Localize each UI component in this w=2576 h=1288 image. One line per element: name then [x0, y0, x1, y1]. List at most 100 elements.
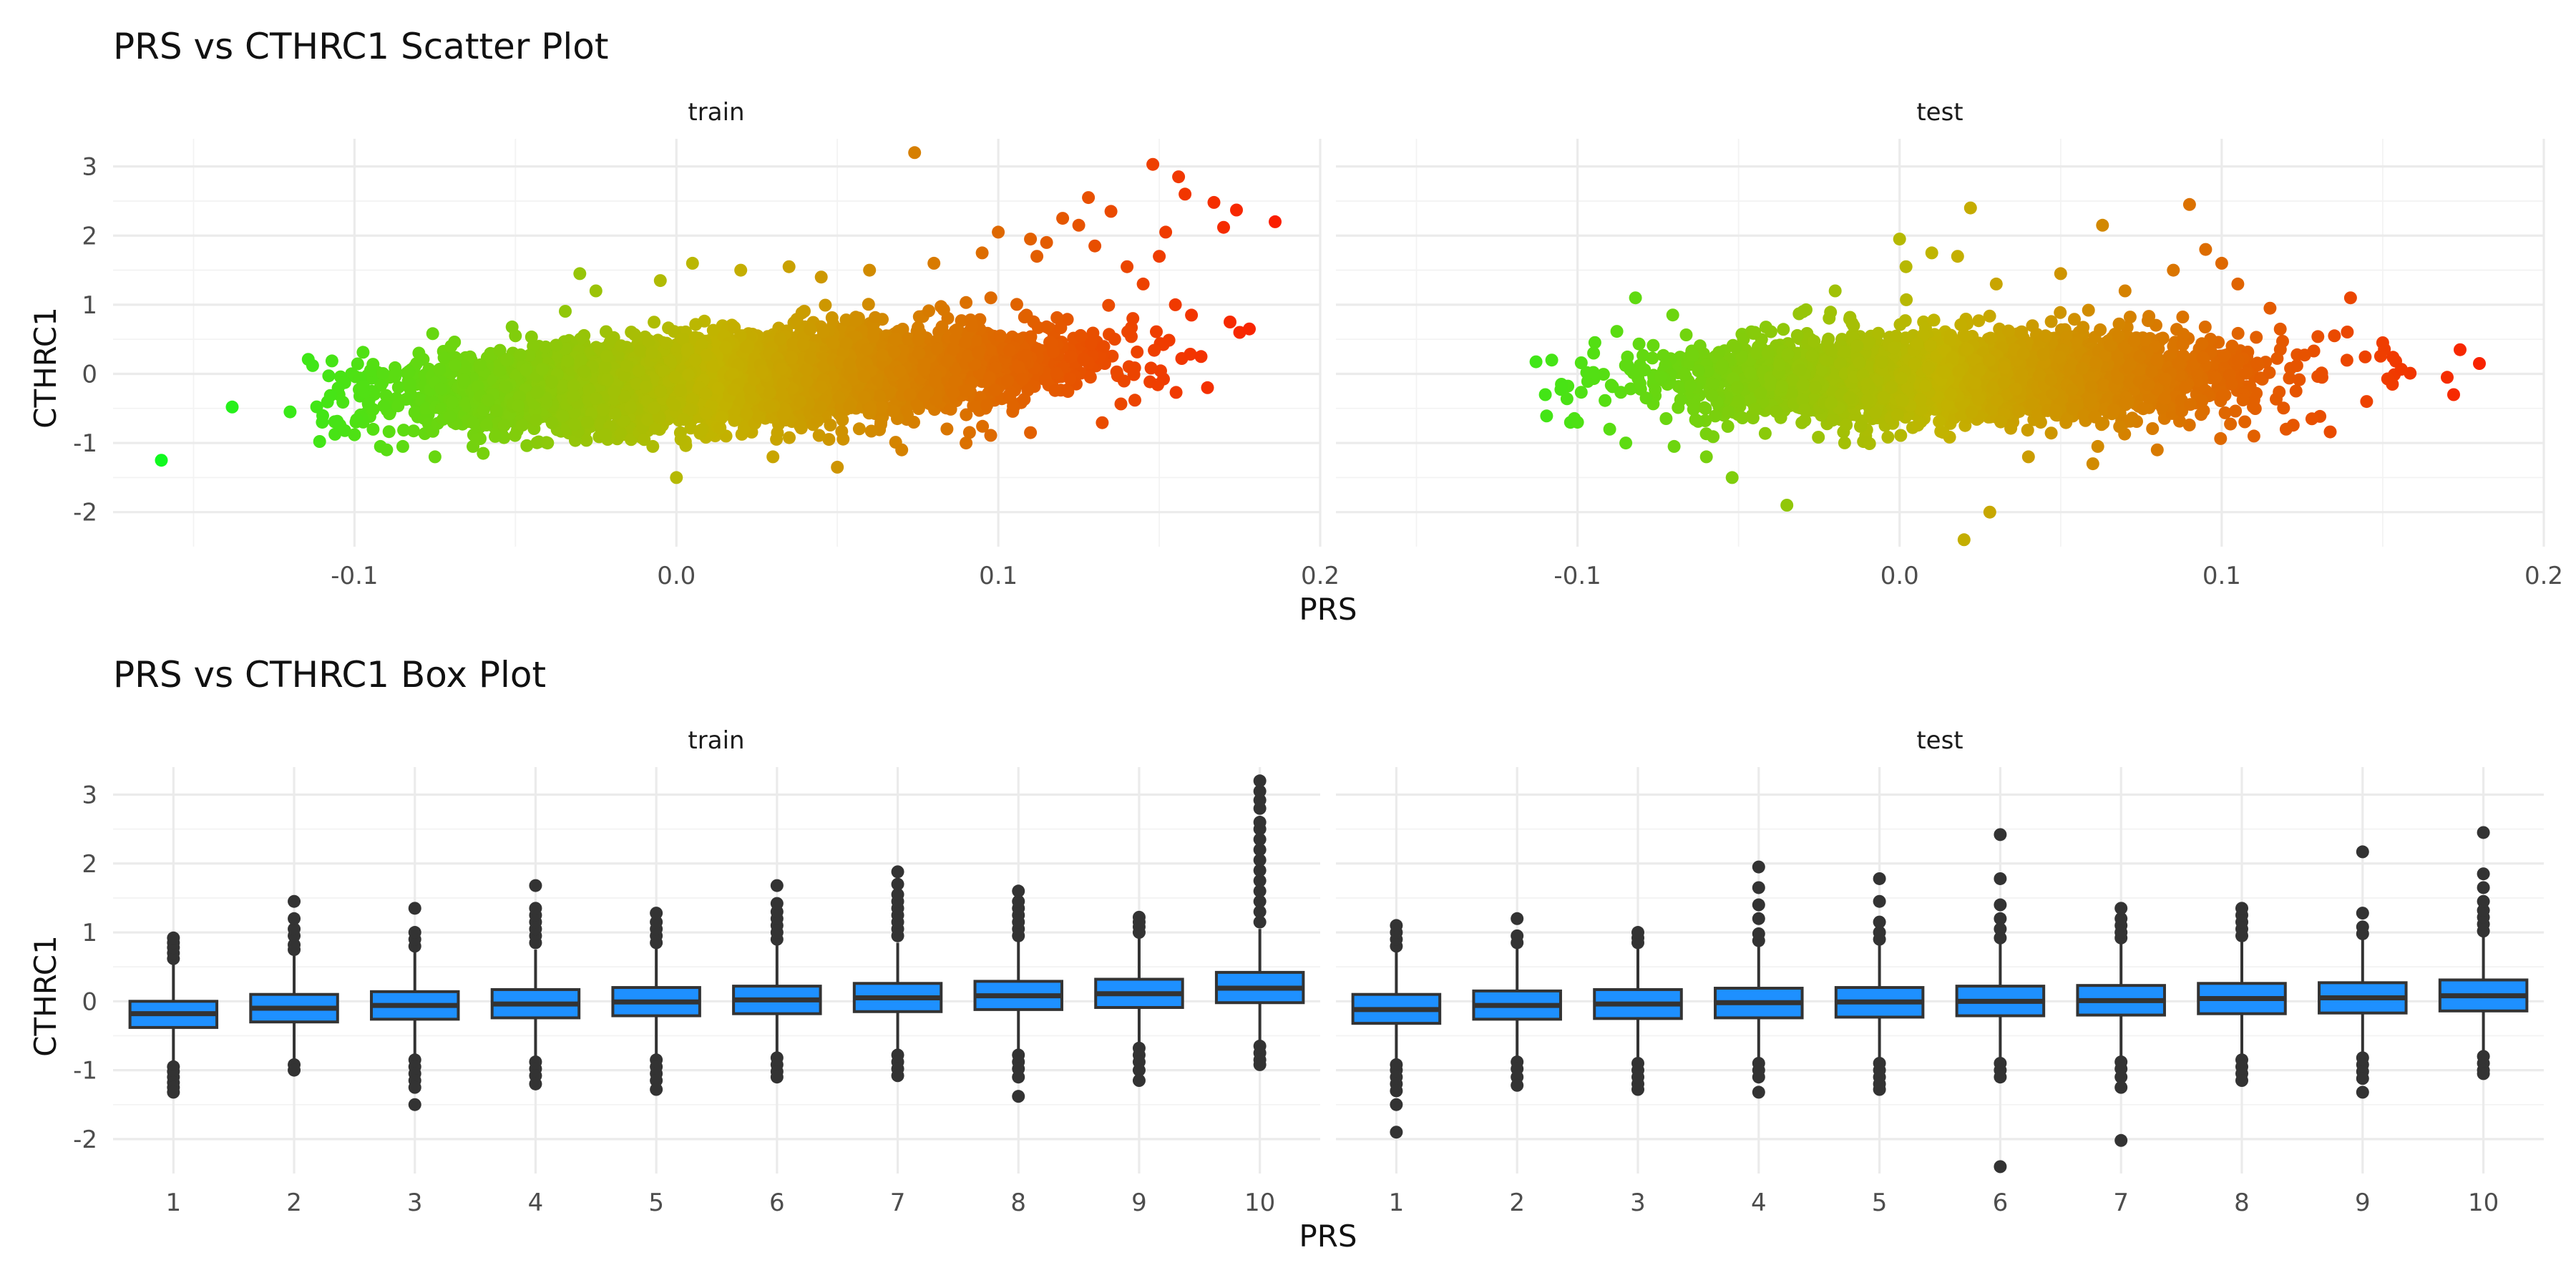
scatter-point — [323, 389, 337, 402]
scatter-point — [849, 314, 863, 328]
facet-label-train: train — [688, 98, 744, 127]
scatter-point — [516, 419, 529, 432]
scatter-point — [556, 409, 570, 423]
scatter-point — [508, 429, 522, 442]
scatter-point — [1184, 348, 1197, 361]
scatter-point — [970, 400, 983, 414]
scatter-point — [864, 424, 878, 438]
scatter-point — [580, 434, 593, 447]
facet-label-test: test — [1916, 98, 1963, 127]
scatter-point — [1128, 394, 1141, 407]
scatter-point — [993, 329, 1007, 343]
scatter-point — [1040, 320, 1053, 333]
scatter-point — [1144, 361, 1158, 375]
scatter-point — [1050, 366, 1063, 380]
scatter-point — [648, 421, 662, 435]
scatter-point — [467, 416, 480, 429]
scatter-point — [1031, 342, 1045, 356]
scatter-point — [1019, 348, 1033, 362]
scatter-point — [603, 336, 617, 349]
scatter-point — [902, 332, 915, 346]
scatter-point — [382, 425, 396, 439]
scatter-point — [1063, 372, 1077, 386]
scatter-point — [1169, 386, 1183, 399]
scatter-point — [1097, 340, 1111, 353]
scatter-point — [426, 327, 439, 341]
scatter-point — [489, 429, 502, 443]
scatter-point — [1083, 371, 1097, 384]
scatter-point — [961, 384, 975, 397]
scatter-point — [960, 408, 973, 421]
scatter-point — [1063, 350, 1077, 364]
scatter-point — [648, 316, 661, 329]
scatter-point — [550, 338, 563, 352]
scatter-point — [520, 439, 534, 452]
scatter-point — [313, 435, 326, 448]
scatter-point — [325, 354, 338, 368]
scatter-point — [1061, 385, 1075, 399]
scatter-point — [402, 365, 416, 379]
scatter-point — [328, 415, 341, 429]
scatter-point — [351, 357, 364, 371]
scatter-point — [1096, 416, 1109, 429]
scatter-point — [819, 298, 832, 312]
scatter-point — [357, 380, 371, 394]
scatter-point — [944, 402, 957, 416]
scatter-point — [322, 369, 336, 383]
scatter-point — [366, 422, 380, 436]
scatter-point — [984, 291, 997, 305]
scatter-point — [389, 364, 402, 378]
scatter-point — [980, 399, 994, 412]
scatter-point — [1125, 330, 1138, 343]
scatter-point — [873, 389, 886, 403]
scatter-point — [1054, 321, 1068, 334]
scatter-point — [1117, 374, 1131, 388]
scatter-point — [499, 381, 513, 394]
scatter-point — [852, 422, 866, 436]
scatter-point — [397, 424, 411, 437]
scatter-point — [539, 340, 552, 353]
scatter-point — [408, 406, 421, 419]
scatter-point — [947, 386, 960, 400]
scatter-point — [869, 311, 882, 324]
scatter-point — [350, 413, 364, 426]
scatter-point — [514, 348, 527, 361]
scatter-point — [960, 296, 973, 309]
scatter-point — [983, 343, 997, 356]
scatter-point — [1024, 330, 1038, 343]
scatter-point — [862, 298, 875, 311]
scatter-point — [433, 362, 447, 376]
scatter-point — [983, 371, 996, 384]
scatter-point — [362, 396, 376, 410]
scatter-point — [783, 431, 796, 444]
scatter-point — [887, 404, 900, 418]
scatter-point — [519, 364, 533, 376]
scatter-point — [497, 419, 511, 432]
scatter-point — [530, 414, 543, 427]
scatter-point — [770, 432, 784, 446]
scatter-point — [356, 346, 370, 359]
scatter-point — [867, 322, 879, 336]
scatter-point — [706, 323, 720, 337]
scatter-point — [826, 336, 840, 350]
scatter-point — [434, 382, 448, 396]
scatter-point — [965, 319, 979, 333]
scatter-point — [713, 421, 727, 434]
scatter-point — [825, 311, 839, 324]
scatter-point — [1102, 298, 1116, 312]
scatter-point — [1126, 312, 1140, 326]
scatter-point — [1007, 399, 1020, 413]
scatter-point — [811, 414, 824, 428]
scatter-point — [545, 416, 559, 430]
scatter-point — [875, 400, 889, 414]
scatter-point — [489, 404, 503, 417]
scatter-point — [407, 424, 420, 438]
scatter-point — [1018, 393, 1031, 406]
scatter-point — [728, 414, 741, 427]
scatter-chart: PRS vs CTHRC1 Scatter Plot train test -2… — [28, 26, 2563, 627]
scatter-point — [988, 384, 1002, 397]
scatter-point — [338, 424, 351, 437]
scatter-point — [525, 330, 538, 343]
scatter-point — [1050, 311, 1064, 324]
